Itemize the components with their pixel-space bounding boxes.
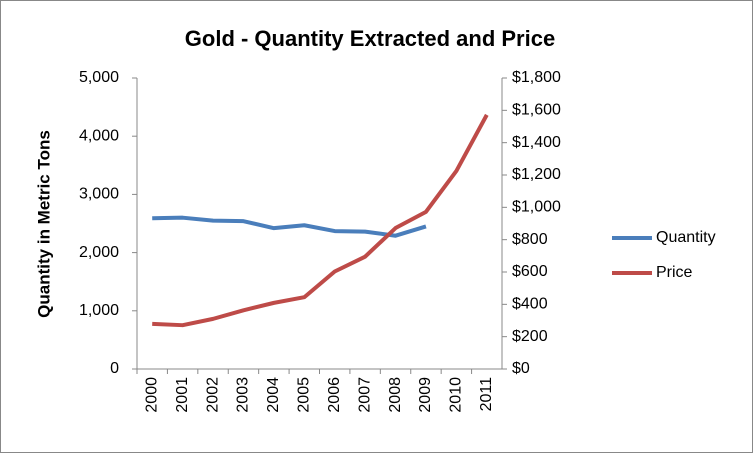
x-tick-label: 2004 <box>265 377 282 413</box>
y2-tick-label: $800 <box>512 231 548 248</box>
x-tick-label: 2002 <box>204 377 221 413</box>
x-tick-label: 2011 <box>478 377 495 412</box>
y2-tick-label: $1,200 <box>512 166 561 183</box>
legend-label: Price <box>656 264 693 281</box>
y2-tick-label: $1,800 <box>512 69 561 86</box>
chart-title: Gold - Quantity Extracted and Price <box>185 26 555 51</box>
x-tick-label: 2000 <box>143 377 160 413</box>
y-tick-label: 4,000 <box>79 127 119 144</box>
y2-tick-label: $1,000 <box>512 199 561 216</box>
y2-tick-label: $400 <box>512 296 548 313</box>
y-tick-label: 3,000 <box>79 186 119 203</box>
series-line <box>152 215 427 238</box>
x-tick-label: 2008 <box>387 377 404 413</box>
series-line <box>152 113 489 328</box>
x-tick-label: 2003 <box>235 377 252 413</box>
y2-tick-label: $200 <box>512 328 548 345</box>
x-tick-label: 2007 <box>356 377 373 413</box>
y2-tick-label: $1,400 <box>512 134 561 151</box>
y-tick-label: 0 <box>110 360 119 377</box>
x-tick-label: 2001 <box>174 377 191 413</box>
y-tick-label: 2,000 <box>79 244 119 261</box>
y2-tick-label: $1,600 <box>512 102 561 119</box>
y-tick-label: 1,000 <box>79 302 119 319</box>
x-tick-label: 2010 <box>448 377 465 413</box>
y-axis-title: Quantity in Metric Tons <box>34 130 53 318</box>
y2-tick-label: $600 <box>512 263 548 280</box>
x-tick-label: 2005 <box>296 377 313 413</box>
y2-tick-label: $0 <box>512 360 530 377</box>
y-tick-label: 5,000 <box>79 69 119 86</box>
x-tick-label: 2006 <box>326 377 343 413</box>
x-tick-label: 2009 <box>417 377 434 413</box>
legend-label: Quantity <box>656 229 716 246</box>
